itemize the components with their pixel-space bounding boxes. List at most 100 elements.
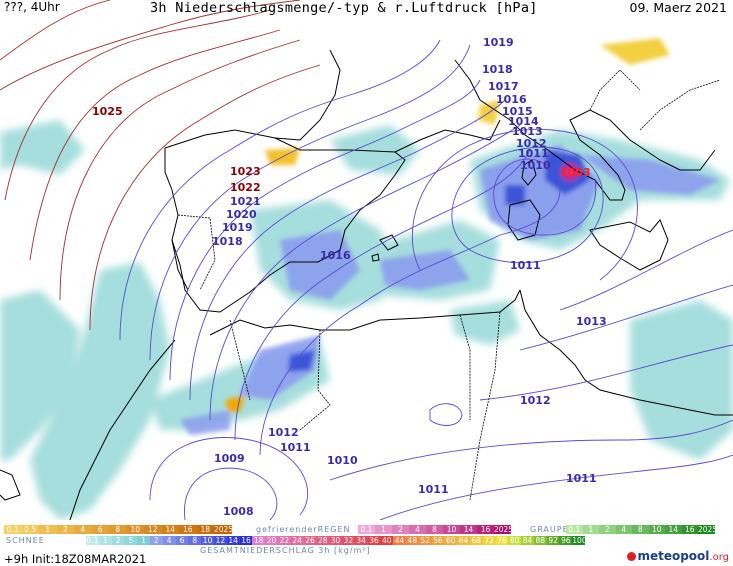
legend-cell: 76 bbox=[495, 536, 509, 545]
legend-cell: 14 bbox=[161, 525, 179, 534]
isobar-label: 1013 bbox=[512, 125, 543, 138]
isobar-label: 1015 bbox=[502, 105, 533, 118]
legend-cell: 1 bbox=[137, 536, 150, 545]
legend-cell: 12 bbox=[213, 536, 227, 545]
isobar-label: 1011 bbox=[418, 483, 449, 496]
isobar-label: 1019 bbox=[483, 36, 514, 49]
legend-cell: 10 bbox=[201, 536, 214, 545]
legend-cell: 100 bbox=[572, 536, 587, 545]
isobar-label: 1018 bbox=[482, 63, 513, 76]
legend: 0.1 0.5 1 2 4 6 8 10 12 14 16 18 2025+ SCHNEE gefrie… bbox=[0, 520, 733, 566]
isobar-label: 1021 bbox=[230, 195, 261, 208]
legend-freezing-label: gefrierenderREGEN bbox=[256, 525, 351, 534]
legend-cell: 0.1 bbox=[4, 525, 22, 534]
legend-cell: 10 bbox=[648, 525, 665, 534]
legend-cell: 16 bbox=[239, 536, 253, 545]
legend-cell: 10 bbox=[443, 525, 460, 534]
legend-graupel-label: GRAUPEL bbox=[530, 525, 575, 534]
isobar-label: 1010 bbox=[520, 159, 551, 172]
isobar-label: 1019 bbox=[222, 221, 253, 234]
isobar-label: 1012 bbox=[516, 137, 547, 150]
map-run-label: ???, 4Uhr bbox=[4, 0, 60, 14]
isobar-label: 1009 bbox=[214, 452, 245, 465]
isobar-label: 1025 bbox=[92, 105, 123, 118]
legend-cell: 14 bbox=[460, 525, 477, 534]
isobar-label: 1012 bbox=[520, 394, 551, 407]
isobar-label: 1011 bbox=[518, 147, 549, 160]
legend-cell: 6 bbox=[91, 525, 109, 534]
legend-cell: 6 bbox=[175, 536, 189, 545]
legend-cell: 80 bbox=[508, 536, 522, 545]
legend-cell: 2 bbox=[392, 525, 409, 534]
legend-total-scale: 0.1 1 2 5 1 2 4 6 8 10 12 14 16 18 20 22 24 26 28 30 32 34 36 4… bbox=[86, 536, 587, 545]
isobar-label: 1023 bbox=[230, 165, 261, 178]
legend-cell: 4 bbox=[615, 525, 632, 534]
legend-cell: 88 bbox=[533, 536, 547, 545]
legend-cell: 2 bbox=[56, 525, 74, 534]
legend-cell: 0.1 bbox=[358, 525, 375, 534]
isobar-label: 1020 bbox=[226, 208, 257, 221]
legend-cell: 4 bbox=[74, 525, 92, 534]
legend-cell: 36 bbox=[367, 536, 381, 545]
legend-cell: 12 bbox=[144, 525, 162, 534]
legend-snow-scale: 0.1 0.5 1 2 4 6 8 10 12 14 16 18 2025+ bbox=[4, 525, 240, 534]
meteopool-logo[interactable]: meteopool.org bbox=[627, 549, 729, 563]
legend-total-label: GESAMTNIEDERSCHLAG 3h [kg/m²] bbox=[200, 546, 371, 555]
isobar-label: 1013 bbox=[576, 315, 607, 328]
legend-cell: 72 bbox=[482, 536, 496, 545]
legend-cell: 28 bbox=[316, 536, 330, 545]
legend-cell: 30 bbox=[329, 536, 342, 545]
legend-cell: 18 bbox=[252, 536, 266, 545]
legend-cell: 22 bbox=[277, 536, 291, 545]
legend-cell: 92 bbox=[546, 536, 560, 545]
legend-cell: 2025+ bbox=[494, 525, 520, 534]
legend-cell: 26 bbox=[303, 536, 317, 545]
isobar-label: 1018 bbox=[212, 235, 243, 248]
legend-cell: 18 bbox=[196, 525, 214, 534]
legend-cell: 16 bbox=[179, 525, 197, 534]
legend-cell: 8 bbox=[188, 536, 202, 545]
legend-cell: 14 bbox=[226, 536, 240, 545]
legend-cell: 20 bbox=[265, 536, 278, 545]
legend-cell: 56 bbox=[431, 536, 445, 545]
isobar-label: 1022 bbox=[230, 181, 261, 194]
legend-cell: 52 bbox=[418, 536, 432, 545]
legend-cell: 68 bbox=[469, 536, 483, 545]
model-run-info: +9h Init:18Z08MAR2021 bbox=[4, 552, 147, 566]
legend-cell: 8 bbox=[109, 525, 127, 534]
coastlines bbox=[0, 49, 733, 521]
legend-cell: 0.1 bbox=[86, 536, 99, 545]
legend-cell: 32 bbox=[341, 536, 355, 545]
isobar-label: 1016 bbox=[496, 93, 527, 106]
legend-freezing-scale: 0.1 1 2 4 8 10 14 16 2025+ bbox=[358, 525, 520, 534]
isobar-label: 1003 bbox=[560, 166, 591, 179]
legend-cell: 40 bbox=[380, 536, 394, 545]
isobar-label: 1016 bbox=[320, 249, 351, 262]
borders bbox=[177, 69, 721, 501]
isobar-label: 1010 bbox=[327, 454, 358, 467]
map-title: 3h Niederschlagsmenge/-typ & r.Luftdruck… bbox=[150, 0, 538, 16]
map-date: 09. Maerz 2021 bbox=[629, 0, 727, 15]
legend-cell: 24 bbox=[290, 536, 304, 545]
isobars-high bbox=[0, 0, 321, 331]
isobar-label: 1014 bbox=[508, 115, 539, 128]
isobar-label: 1008 bbox=[223, 505, 254, 518]
legend-cell: 14 bbox=[665, 525, 682, 534]
isobar-label: 1011 bbox=[280, 441, 311, 454]
legend-cell: 16 bbox=[681, 525, 698, 534]
legend-cell: 2025+ bbox=[214, 525, 240, 534]
legend-cell: 34 bbox=[354, 536, 368, 545]
legend-cell: 2 bbox=[599, 525, 616, 534]
legend-cell: 96 bbox=[559, 536, 573, 545]
legend-snow-label: SCHNEE bbox=[6, 536, 45, 545]
legend-cell: 10 bbox=[126, 525, 144, 534]
legend-cell: 60 bbox=[444, 536, 458, 545]
legend-cell: 2 bbox=[111, 536, 125, 545]
isobar-label: 1011 bbox=[510, 259, 541, 272]
logo-text: meteopool bbox=[637, 549, 710, 563]
isobar-label: 1012 bbox=[268, 426, 299, 439]
legend-graupel-scale: 0.1 1 2 4 8 10 14 16 2025+ bbox=[566, 525, 723, 534]
legend-cell: 1 bbox=[98, 536, 112, 545]
isobars-low bbox=[119, 39, 733, 521]
